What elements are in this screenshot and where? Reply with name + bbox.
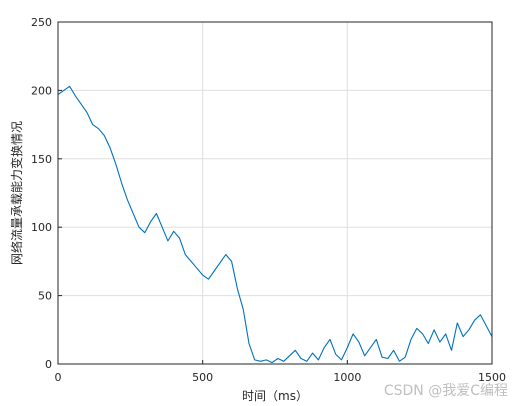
- series-layer: [57, 85, 493, 364]
- y-axis-label: 网络流量承载能力变换情况: [9, 121, 24, 265]
- y-tick-label: 150: [31, 153, 52, 166]
- y-tick-label: 200: [31, 84, 52, 97]
- x-tick-label: 1500: [478, 371, 506, 384]
- x-axis-label: 时间（ms）: [242, 389, 308, 403]
- y-tick-label: 250: [31, 16, 52, 29]
- series-line: [57, 85, 493, 364]
- x-tick-label: 500: [192, 371, 213, 384]
- y-tick-label: 100: [31, 221, 52, 234]
- plot-frame: [57, 21, 493, 365]
- x-tick-label: 0: [55, 371, 62, 384]
- watermark: CSDN @我爱C编程: [383, 383, 508, 399]
- plot-area: [58, 22, 492, 364]
- y-tick-label: 50: [38, 290, 52, 303]
- x-tick-label: 1000: [333, 371, 361, 384]
- axis-ticks: 0 500 1000 1500 0 50 100 150 200 250: [31, 16, 506, 384]
- y-tick-label: 0: [45, 358, 52, 371]
